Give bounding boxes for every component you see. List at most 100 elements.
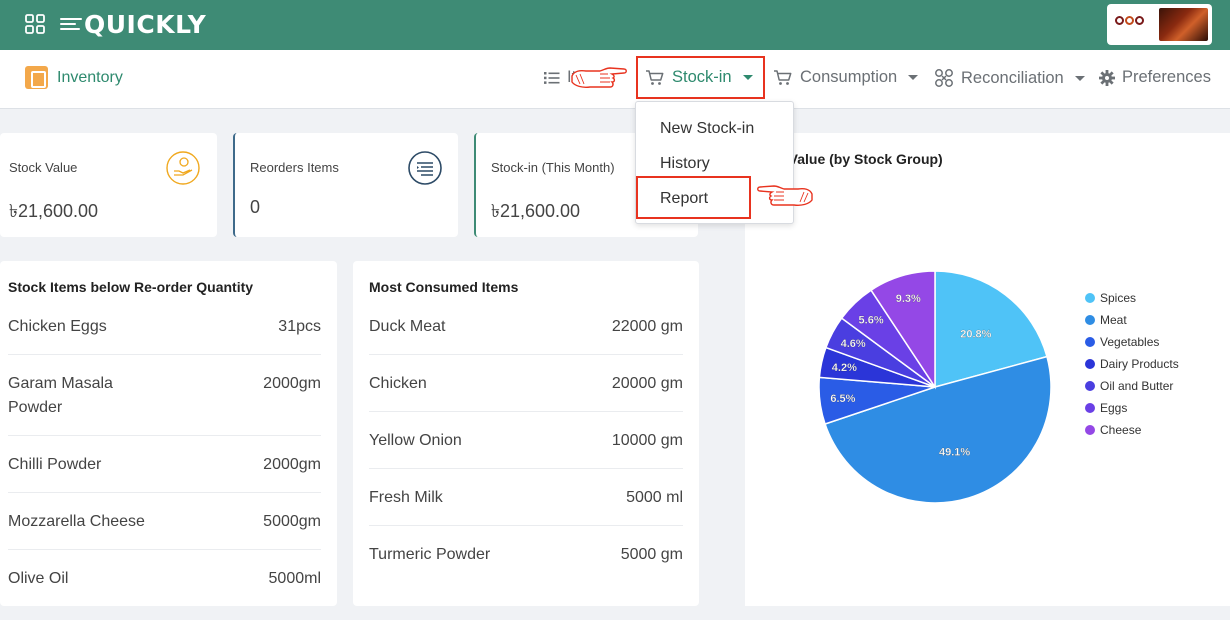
- legend-item[interactable]: Cheese: [1085, 423, 1141, 437]
- dropdown-item-history[interactable]: History: [660, 155, 710, 172]
- item-name: Fresh Milk: [369, 489, 443, 506]
- item-name: Turmeric Powder: [369, 546, 491, 563]
- stat-value: 0: [250, 197, 261, 217]
- legend-swatch: [1085, 425, 1095, 435]
- list-item: Olive Oil 5000ml: [8, 567, 321, 597]
- pie-data-label: 5.6%: [859, 315, 884, 327]
- pie-data-label: 49.1%: [939, 446, 970, 458]
- item-qty: 31pcs: [278, 318, 321, 335]
- most-consumed-card: Most Consumed Items Duck Meat 22000 gm C…: [353, 261, 699, 606]
- pie-data-label: 4.2%: [832, 362, 857, 374]
- legend-item[interactable]: Spices: [1085, 291, 1136, 305]
- stat-label: Stock-in (This Month): [491, 160, 615, 175]
- logo-text: QUICKLY: [84, 9, 207, 39]
- cart-icon: [774, 70, 792, 85]
- legend-item[interactable]: Eggs: [1085, 401, 1127, 415]
- list-item: Chicken 20000 gm: [369, 372, 683, 412]
- nav-stock-in-label: Stock-in: [672, 68, 732, 86]
- nav-reconciliation[interactable]: Reconciliation: [934, 68, 1085, 88]
- most-consumed-title: Most Consumed Items: [369, 279, 519, 295]
- stock-value-chart-card: k Value (by Stock Group) 20.8% 49.1% 6.5% 4…: [745, 133, 1230, 606]
- legend-label: Oil and Butter: [1100, 379, 1174, 393]
- list-item: Yellow Onion 10000 gm: [369, 429, 683, 469]
- logo-speed-lines-icon: [60, 18, 82, 30]
- item-name: Garam Masala Powder: [8, 375, 113, 416]
- item-name: Chilli Powder: [8, 456, 102, 473]
- restaurant-profile[interactable]: [1107, 4, 1212, 45]
- item-qty: 2000gm: [263, 456, 321, 473]
- dropdown-item-new-stock-in[interactable]: New Stock-in: [660, 120, 755, 137]
- legend-item[interactable]: Dairy Products: [1085, 357, 1179, 371]
- report-highlight: [636, 176, 751, 219]
- chart-title: k Value (by Stock Group): [777, 151, 943, 167]
- legend-label: Cheese: [1100, 423, 1142, 437]
- stock-in-dropdown: New Stock-in History Report: [635, 101, 794, 224]
- item-qty: 5000gm: [263, 513, 321, 530]
- restaurant-logo-icon: [1115, 16, 1144, 25]
- pie-slice-spices[interactable]: [934, 270, 1048, 388]
- list-icon: [544, 71, 560, 84]
- legend-swatch: [1085, 315, 1095, 325]
- pointing-hand-icon: [757, 185, 813, 206]
- quickly-logo[interactable]: QUICKLY: [60, 8, 206, 40]
- item-qty: 10000 gm: [611, 432, 683, 449]
- list-item: Fresh Milk 5000 ml: [369, 486, 683, 526]
- legend-label: Dairy Products: [1100, 357, 1179, 371]
- list-item: Garam Masala Powder 2000gm: [8, 372, 321, 436]
- stat-card-reorder-items: Reorders Items 0: [233, 133, 458, 237]
- legend-item[interactable]: Meat: [1085, 313, 1127, 327]
- item-name: Yellow Onion: [369, 432, 462, 449]
- nav-bar: Inventory It Stock-in Consumption: [0, 50, 1230, 109]
- legend-item[interactable]: Vegetables: [1085, 335, 1159, 349]
- item-qty: 20000 gm: [611, 375, 683, 392]
- item-name: Olive Oil: [8, 570, 69, 587]
- apps-grid-icon[interactable]: [25, 14, 45, 34]
- inventory-label: Inventory: [57, 68, 123, 86]
- item-qty: 22000 gm: [611, 318, 683, 335]
- pie-chart: 20.8% 49.1% 6.5% 4.2% 4.6% 5.6% 9.3%: [818, 270, 1052, 504]
- legend-label: Spices: [1100, 291, 1137, 305]
- item-name: Chicken: [369, 375, 427, 392]
- nav-stock-in[interactable]: Stock-in: [645, 68, 753, 87]
- legend-swatch: [1085, 337, 1095, 347]
- nav-preferences[interactable]: Preferences: [1099, 68, 1211, 87]
- stat-card-stock-value: Stock Value ৳21,600.00: [0, 133, 217, 237]
- reconciliation-icon: [935, 69, 953, 87]
- item-qty: 5000 gm: [620, 546, 683, 563]
- nav-consumption[interactable]: Consumption: [773, 68, 919, 87]
- legend-item[interactable]: Oil and Butter: [1085, 379, 1173, 393]
- stat-value: ৳21,600.00: [491, 201, 581, 221]
- pie-data-label: 6.5%: [830, 393, 855, 405]
- legend-label: Vegetables: [1100, 335, 1160, 349]
- list-item: Mozzarella Cheese 5000gm: [8, 510, 321, 550]
- list-item: Turmeric Powder 5000 gm: [369, 543, 683, 573]
- item-name: Chicken Eggs: [8, 318, 107, 335]
- cart-icon: [646, 70, 664, 85]
- nav-reconciliation-label: Reconciliation: [961, 68, 1064, 87]
- inventory-brand[interactable]: Inventory: [25, 66, 123, 89]
- chevron-down-icon: [742, 75, 753, 80]
- legend-swatch: [1085, 403, 1095, 413]
- item-name: Duck Meat: [369, 318, 446, 335]
- reorder-list-card: Stock Items below Re-order Quantity Chic…: [0, 261, 337, 606]
- pie-slice-meat[interactable]: [824, 355, 1052, 504]
- pointing-hand-icon: [571, 67, 627, 88]
- legend-swatch: [1085, 293, 1095, 303]
- dropdown-item-report[interactable]: Report: [660, 190, 709, 207]
- chevron-down-icon: [1074, 75, 1085, 81]
- inventory-icon: [25, 66, 48, 89]
- stat-value: ৳21,600.00: [9, 201, 99, 221]
- pie-slice-cheese[interactable]: [870, 270, 936, 390]
- item-qty: 5000ml: [268, 570, 321, 587]
- nav-consumption-label: Consumption: [800, 68, 898, 86]
- legend-swatch: [1085, 381, 1095, 391]
- gear-icon: [1099, 69, 1115, 86]
- top-bar: QUICKLY: [0, 0, 1230, 50]
- legend-label: Eggs: [1100, 401, 1128, 415]
- item-qty: 5000 ml: [626, 489, 683, 506]
- nav-preferences-label: Preferences: [1122, 68, 1211, 86]
- chevron-down-icon: [908, 75, 919, 80]
- list-item: Duck Meat 22000 gm: [369, 315, 683, 355]
- legend-label: Meat: [1100, 313, 1127, 327]
- legend-swatch: [1085, 359, 1095, 369]
